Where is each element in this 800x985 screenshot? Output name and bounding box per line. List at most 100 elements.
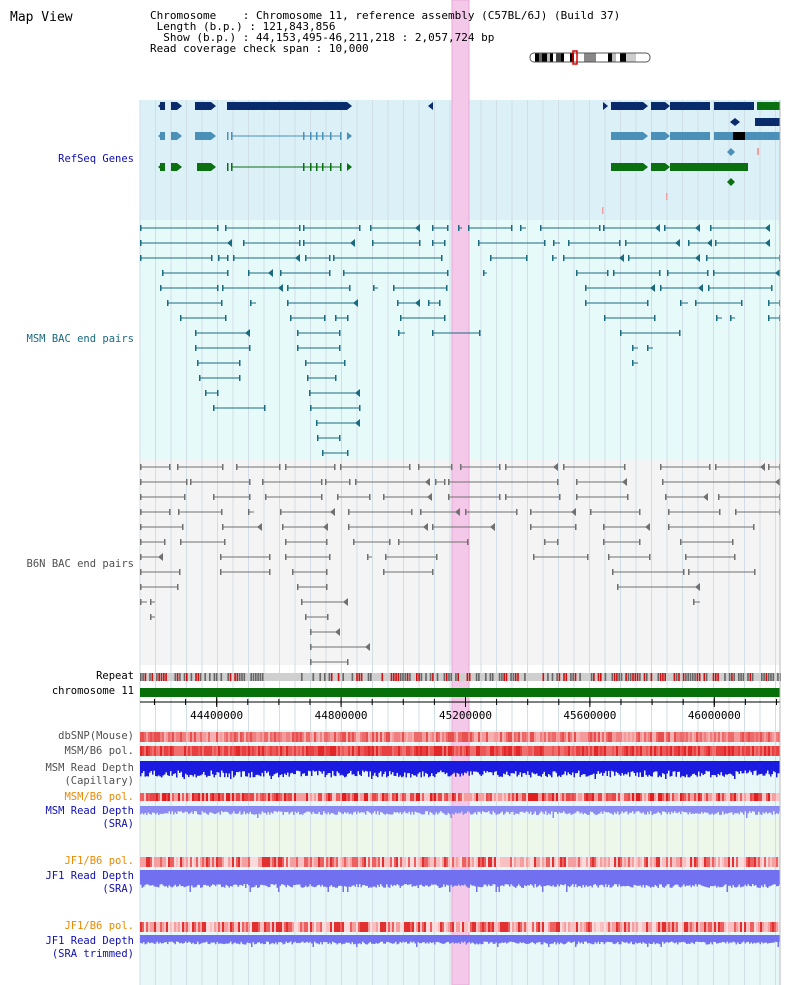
msm-read-depth-sra xyxy=(669,806,671,815)
dbsnp-density xyxy=(304,732,306,742)
msm-read-depth-capillary xyxy=(669,761,671,777)
track-label-repeat[interactable]: Repeat xyxy=(96,670,134,682)
msm-b6-polymorphism-sra xyxy=(416,793,418,801)
msm-b6-polymorphism-sra xyxy=(550,793,552,801)
jf1-b6-polymorphism-2 xyxy=(184,922,186,932)
jf1-b6-polymorphism-2 xyxy=(632,922,634,932)
msm-bac-end xyxy=(218,255,220,261)
jf1-read-depth-sra xyxy=(332,870,334,887)
repeat-element xyxy=(510,673,512,681)
dbsnp-density xyxy=(660,732,662,742)
jf1-read-depth-sra xyxy=(566,870,568,892)
track-label-jf1-depth[interactable]: JF1 Read Depth (SRA) xyxy=(45,870,134,896)
msm-read-depth-capillary xyxy=(623,761,625,776)
jf1-read-depth-sra xyxy=(204,870,206,885)
msm-read-depth-sra xyxy=(480,806,482,814)
jf1-read-depth-sra xyxy=(405,870,407,885)
jf1-b6-polymorphism xyxy=(292,857,294,867)
jf1-read-depth-sra-trimmed xyxy=(647,935,649,947)
msm-read-depth-sra xyxy=(708,806,710,815)
track-label-refseq[interactable]: RefSeq Genes xyxy=(58,153,134,165)
msm-bac-end xyxy=(322,450,324,456)
jf1-b6-polymorphism-2 xyxy=(314,922,316,932)
jf1-b6-polymorphism-2 xyxy=(596,922,598,932)
msm-read-depth-capillary xyxy=(141,761,143,773)
refseq-gene-1-strand xyxy=(665,102,670,110)
msm-b6-polymorphism xyxy=(320,746,322,756)
jf1-read-depth-sra xyxy=(329,870,331,887)
jf1-read-depth-sra-trimmed xyxy=(159,935,161,943)
jf1-b6-polymorphism xyxy=(534,857,536,867)
msm-read-depth-capillary xyxy=(297,761,299,771)
jf1-b6-polymorphism xyxy=(338,857,340,867)
dbsnp-density xyxy=(240,732,242,742)
track-label-b6n-bac[interactable]: B6N BAC end pairs xyxy=(26,558,134,570)
jf1-b6-polymorphism xyxy=(148,857,150,867)
msm-read-depth-sra xyxy=(314,806,316,814)
dbsnp-density xyxy=(444,732,446,742)
msm-read-depth-sra xyxy=(270,806,272,813)
track-label-dbsnp[interactable]: dbSNP(Mouse) xyxy=(58,730,134,742)
jf1-b6-polymorphism-2 xyxy=(528,922,530,932)
msm-read-depth-capillary xyxy=(243,761,245,772)
jf1-read-depth-sra xyxy=(486,870,488,887)
msm-read-depth-sra xyxy=(176,806,178,814)
track-label-msm-bac[interactable]: MSM BAC end pairs xyxy=(26,333,134,345)
msm-b6-polymorphism xyxy=(520,746,522,756)
msm-b6-polymorphism-sra xyxy=(730,793,732,801)
track-label-jf1-b6-pol-2[interactable]: JF1/B6 pol. xyxy=(64,920,134,932)
jf1-read-depth-sra xyxy=(237,870,239,887)
track-label-msm-depth-capillary[interactable]: MSM Read Depth (Capillary) xyxy=(45,762,134,788)
msm-read-depth-sra xyxy=(534,806,536,812)
msm-read-depth-sra xyxy=(320,806,322,815)
msm-bac-end xyxy=(730,315,732,321)
msm-b6-polymorphism-sra xyxy=(470,793,472,801)
jf1-b6-polymorphism-2 xyxy=(432,922,434,932)
jf1-b6-polymorphism xyxy=(730,857,732,867)
track-label-msm-depth-sra[interactable]: MSM Read Depth (SRA) xyxy=(45,805,134,831)
msm-b6-polymorphism xyxy=(498,746,500,756)
msm-read-depth-sra xyxy=(236,806,238,814)
jf1-read-depth-sra-trimmed xyxy=(651,935,653,944)
jf1-read-depth-sra-trimmed xyxy=(441,935,443,944)
msm-bac-end xyxy=(520,225,522,231)
jf1-read-depth-sra xyxy=(636,870,638,886)
msm-read-depth-sra xyxy=(212,806,214,814)
b6n-bac-end xyxy=(236,464,238,470)
track-label-jf1-depth-trimmed[interactable]: JF1 Read Depth (SRA trimmed) xyxy=(45,935,134,961)
msm-read-depth-sra xyxy=(288,806,290,815)
msm-read-depth-capillary xyxy=(480,761,482,777)
dbsnp-density xyxy=(672,732,674,742)
msm-bac-end xyxy=(771,285,773,291)
jf1-read-depth-sra xyxy=(248,870,250,886)
msm-b6-polymorphism-sra xyxy=(256,793,258,801)
jf1-b6-polymorphism-2 xyxy=(476,922,478,932)
msm-b6-polymorphism-sra xyxy=(194,793,196,801)
msm-b6-polymorphism-sra xyxy=(666,793,668,801)
msm-depth-capillary-line2: (Capillary) xyxy=(64,775,134,787)
jf1-read-depth-sra-trimmed xyxy=(684,935,686,943)
jf1-b6-polymorphism-2 xyxy=(268,922,270,932)
jf1-read-depth-sra xyxy=(764,870,766,885)
track-label-msm-b6-pol-sra[interactable]: MSM/B6 pol. xyxy=(64,791,134,803)
msm-read-depth-capillary xyxy=(347,761,349,774)
jf1-b6-polymorphism xyxy=(602,857,604,867)
msm-b6-polymorphism xyxy=(746,746,748,756)
jf1-b6-polymorphism-2 xyxy=(206,922,208,932)
jf1-b6-polymorphism-2 xyxy=(770,922,772,932)
dbsnp-density xyxy=(604,732,606,742)
track-label-jf1-b6-pol[interactable]: JF1/B6 pol. xyxy=(64,855,134,867)
jf1-read-depth-sra xyxy=(677,870,679,885)
jf1-b6-polymorphism-2 xyxy=(690,922,692,932)
dbsnp-density xyxy=(680,732,682,742)
jf1-read-depth-sra xyxy=(624,870,626,887)
repeat-element xyxy=(698,673,701,681)
msm-b6-polymorphism-sra xyxy=(176,793,178,801)
msm-read-depth-capillary xyxy=(630,761,632,772)
jf1-read-depth-sra xyxy=(641,870,643,888)
b6n-bac-end xyxy=(411,509,413,515)
dbsnp-density xyxy=(244,732,246,742)
jf1-b6-polymorphism xyxy=(698,857,700,867)
track-label-msm-b6-pol[interactable]: MSM/B6 pol. xyxy=(64,745,134,757)
